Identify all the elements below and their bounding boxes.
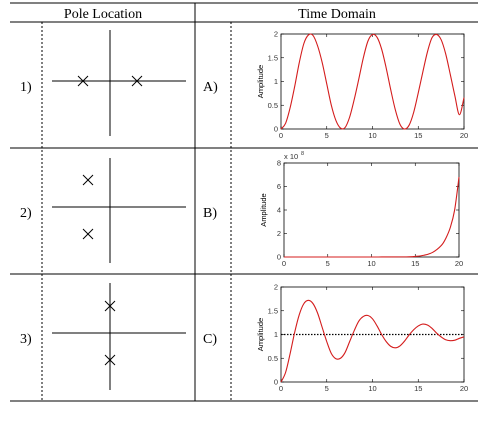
pole-x-marker bbox=[82, 174, 94, 186]
y-tick-label: 2 bbox=[274, 283, 278, 292]
pole-markers bbox=[77, 75, 143, 87]
pole-x-marker bbox=[104, 354, 116, 366]
pole-x-marker bbox=[82, 228, 94, 240]
header-time-domain: Time Domain bbox=[298, 7, 376, 22]
pole-x-marker bbox=[77, 75, 89, 87]
row-3-number: 3) bbox=[20, 332, 32, 347]
y-tick-label: 4 bbox=[277, 206, 281, 215]
response-curve bbox=[280, 299, 465, 383]
x-tick-label: 10 bbox=[367, 259, 375, 268]
response-curve bbox=[283, 177, 460, 258]
table-grid bbox=[10, 2, 478, 402]
x-tick-label: 5 bbox=[326, 259, 330, 268]
x-tick-label: 10 bbox=[368, 131, 376, 140]
x-tick-label: 20 bbox=[460, 131, 468, 140]
x-tick-label: 20 bbox=[460, 384, 468, 393]
x-tick-label: 0 bbox=[279, 384, 283, 393]
header-pole-location: Pole Location bbox=[64, 7, 142, 22]
y-tick-label: 8 bbox=[277, 159, 281, 168]
y-tick-label: 0.5 bbox=[268, 101, 278, 110]
y-tick-label: 1.5 bbox=[268, 306, 278, 315]
y-tick-label: 2 bbox=[277, 229, 281, 238]
x-tick-label: 15 bbox=[411, 259, 419, 268]
plot-frame bbox=[283, 162, 460, 258]
y-tick-label: 1 bbox=[274, 330, 278, 339]
y-axis-label: Amplitude bbox=[256, 65, 265, 98]
y-tick-label: 1.5 bbox=[268, 53, 278, 62]
pole-diagram-3 bbox=[52, 283, 186, 390]
y-tick-label: 1 bbox=[274, 77, 278, 86]
y-axis-label: Amplitude bbox=[259, 193, 268, 226]
pole-x-marker bbox=[131, 75, 143, 87]
pole-x-marker bbox=[104, 300, 116, 312]
y-tick-label: 6 bbox=[277, 182, 281, 191]
pole-markers bbox=[82, 174, 94, 240]
plot-frame bbox=[280, 33, 465, 130]
row-1-letter: A) bbox=[203, 80, 218, 95]
row-1-number: 1) bbox=[20, 80, 32, 95]
y-tick-label: 0 bbox=[277, 253, 281, 262]
x-tick-label: 0 bbox=[282, 259, 286, 268]
y-tick-label: 0 bbox=[274, 378, 278, 387]
y-tick-label: 0.5 bbox=[268, 354, 278, 363]
y-exponent-power: 8 bbox=[301, 151, 304, 157]
time-domain-plot-b: 0 5 10 15 20 0 2 4 6 8 Amplitude x 10 8 bbox=[259, 151, 463, 268]
x-tick-label: 15 bbox=[414, 384, 422, 393]
row-2-number: 2) bbox=[20, 206, 32, 221]
y-tick-label: 0 bbox=[274, 125, 278, 134]
x-tick-label: 5 bbox=[325, 384, 329, 393]
x-tick-label: 0 bbox=[279, 131, 283, 140]
y-tick-label: 2 bbox=[274, 30, 278, 39]
x-tick-label: 20 bbox=[455, 259, 463, 268]
y-exponent-label: x 10 bbox=[284, 152, 298, 161]
y-axis-label: Amplitude bbox=[256, 318, 265, 351]
pole-diagram-1 bbox=[52, 30, 186, 136]
x-tick-label: 10 bbox=[368, 384, 376, 393]
row-3-letter: C) bbox=[203, 332, 217, 347]
response-curve bbox=[280, 33, 465, 130]
time-domain-plot-c: 0 5 10 15 20 0 0.5 1 1.5 2 Amplitude bbox=[256, 283, 468, 394]
x-tick-label: 5 bbox=[325, 131, 329, 140]
row-2-letter: B) bbox=[203, 206, 217, 221]
pole-diagram-2 bbox=[52, 158, 186, 263]
x-tick-label: 15 bbox=[414, 131, 422, 140]
pole-markers bbox=[104, 300, 116, 366]
time-domain-plot-a: 0 5 10 15 20 0 0.5 1 1.5 2 Amplitude bbox=[256, 30, 468, 141]
